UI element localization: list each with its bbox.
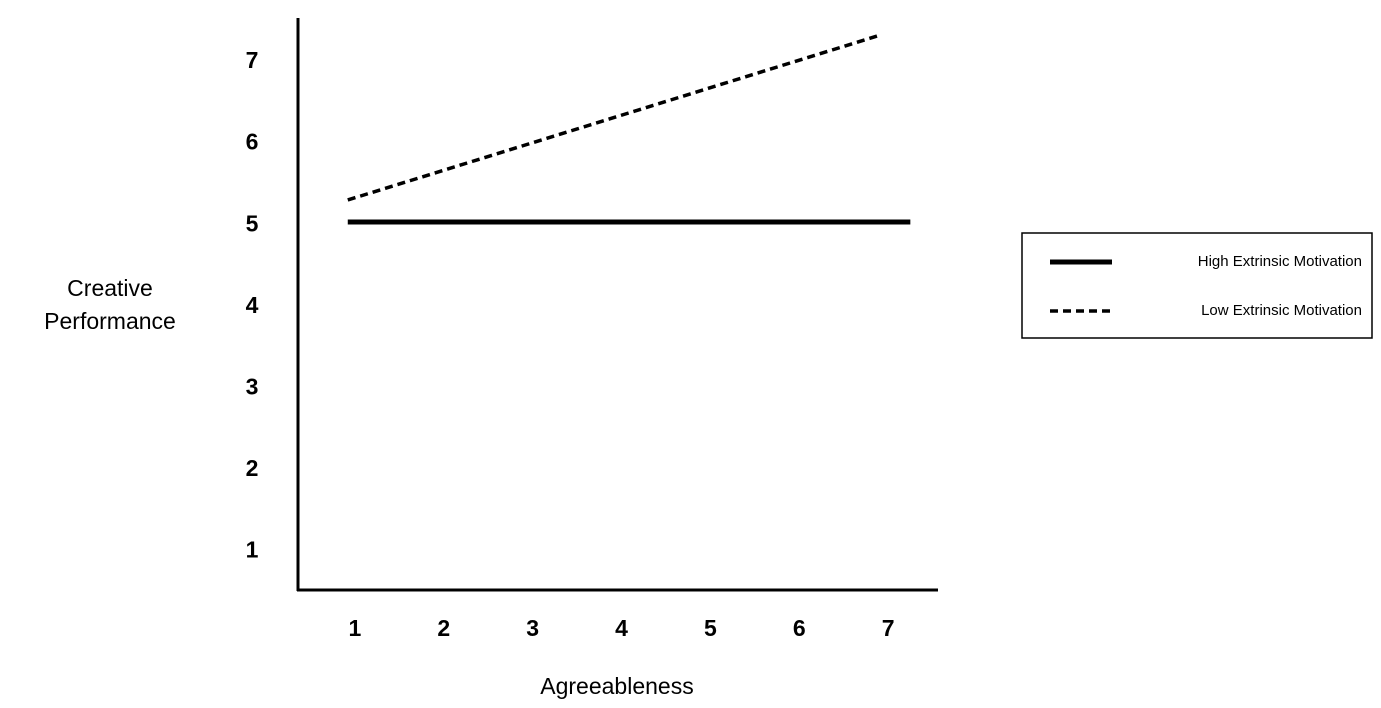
- legend-box: [1021, 232, 1373, 339]
- y-tick-label: 7: [246, 47, 259, 73]
- y-tick-label: 5: [246, 210, 259, 236]
- y-tick-label: 4: [246, 292, 259, 318]
- legend-label: Low Extrinsic Motivation: [1201, 302, 1362, 319]
- y-tick-label: 1: [246, 537, 259, 563]
- y-axis-title: Creative Performance: [44, 275, 176, 334]
- x-tick-label: 4: [615, 615, 628, 641]
- x-tick-label: 6: [793, 615, 806, 641]
- x-tick-label: 7: [882, 615, 895, 641]
- x-tick-label: 2: [437, 615, 450, 641]
- y-tick-label: 2: [246, 455, 259, 481]
- legend-label: High Extrinsic Motivation: [1198, 253, 1362, 270]
- series-line: [347, 34, 878, 202]
- x-axis-title: Agreeableness: [540, 673, 693, 699]
- y-tick-label: 6: [246, 129, 259, 155]
- x-tick-label: 1: [348, 615, 361, 641]
- y-tick-label: 3: [246, 374, 259, 400]
- x-tick-label: 3: [526, 615, 539, 641]
- x-tick-label: 5: [704, 615, 717, 641]
